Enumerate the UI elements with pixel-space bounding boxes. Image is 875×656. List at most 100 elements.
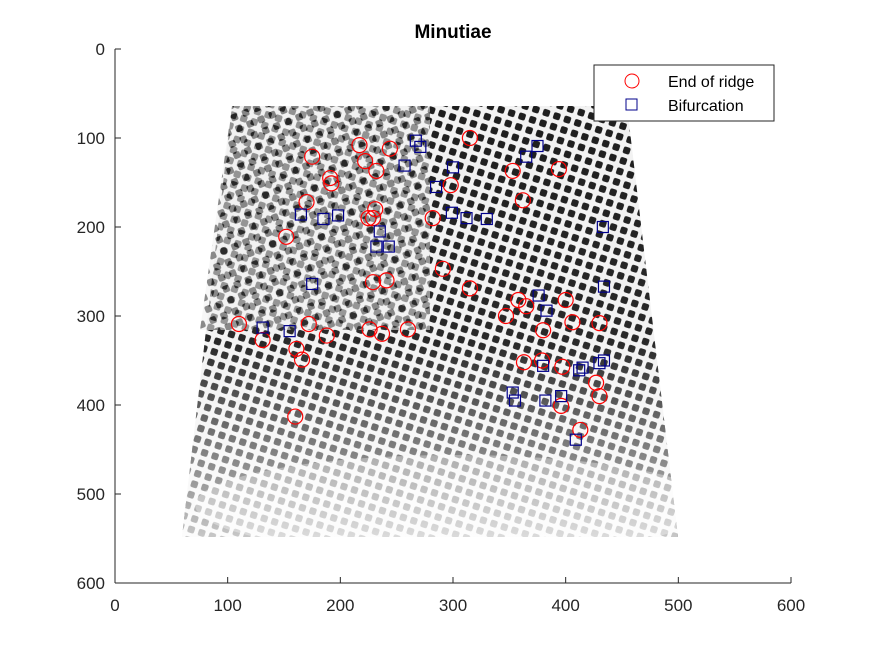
end-of-ridge-point <box>360 210 377 227</box>
end-of-ridge-point <box>322 169 339 187</box>
end-of-ridge-point <box>535 322 552 339</box>
bifurcation-point <box>331 209 345 222</box>
end-of-ridge-point <box>287 408 304 425</box>
bifurcation-point <box>398 159 411 172</box>
end-of-ridge-series <box>230 129 608 439</box>
bifurcation-point <box>317 212 330 226</box>
bifurcation-point <box>409 134 422 147</box>
bifurcation-point <box>539 394 552 407</box>
bifurcation-point <box>306 277 319 291</box>
bifurcation-point <box>597 354 611 367</box>
end-of-ridge-point <box>461 280 478 297</box>
end-of-ridge-point <box>293 351 311 368</box>
bifurcation-point <box>480 212 493 226</box>
chart-title: Minutiae <box>414 22 491 43</box>
end-of-ridge-point <box>278 228 295 245</box>
legend: End of ridge Bifurcation <box>593 64 775 122</box>
bifurcation-point <box>576 361 589 374</box>
end-of-ridge-point <box>288 340 305 358</box>
end-of-ridge-point <box>572 421 589 439</box>
end-of-ridge-point <box>591 388 608 405</box>
end-of-ridge-point <box>368 162 385 180</box>
bifurcation-point <box>520 150 533 163</box>
end-of-ridge-point <box>378 272 395 289</box>
bifurcation-series <box>256 134 611 446</box>
end-of-ridge-point <box>361 321 378 338</box>
end-of-ridge-point <box>518 298 535 315</box>
end-of-ridge-point <box>381 140 399 157</box>
y-tick-label: 300 <box>77 307 105 326</box>
bifurcation-point <box>294 208 307 221</box>
bifurcation-point <box>430 180 443 194</box>
bifurcation-point <box>506 386 519 399</box>
x-tick-label: 400 <box>551 596 579 615</box>
bifurcation-point <box>593 357 606 370</box>
bifurcation-point <box>382 240 395 253</box>
end-of-ridge-point <box>399 321 417 338</box>
end-of-ridge-point <box>300 315 317 333</box>
y-axis-ticks: 0 100 200 300 400 500 600 <box>77 40 121 593</box>
bifurcation-point <box>555 390 568 403</box>
bifurcation-point <box>540 304 553 317</box>
legend-bifurcation-label: Bifurcation <box>668 98 744 115</box>
end-of-ridge-point <box>364 274 382 291</box>
x-tick-label: 100 <box>213 596 241 615</box>
x-tick-label: 600 <box>777 596 805 615</box>
end-of-ridge-point <box>533 352 551 369</box>
legend-bifurcation-marker <box>625 98 638 111</box>
legend-end-of-ridge-label: End of ridge <box>668 74 754 91</box>
bifurcation-point <box>537 359 550 372</box>
end-of-ridge-point <box>553 397 570 414</box>
bifurcation-point <box>446 161 460 174</box>
legend-end-of-ridge-marker <box>624 73 640 89</box>
end-of-ridge-point <box>554 358 571 375</box>
end-of-ridge-point <box>230 315 248 333</box>
end-of-ridge-point <box>497 307 515 325</box>
end-of-ridge-point <box>557 291 574 309</box>
y-tick-label: 100 <box>77 129 105 148</box>
x-axis-ticks: 0 100 200 300 400 500 600 <box>110 577 805 615</box>
end-of-ridge-point <box>514 192 531 209</box>
bifurcation-point <box>597 280 611 293</box>
end-of-ridge-point <box>318 327 335 344</box>
axes: 0 100 200 300 400 500 600 0 100 200 300 400 500 600 <box>77 40 806 615</box>
y-tick-label: 400 <box>77 396 105 415</box>
bifurcation-point <box>508 394 522 407</box>
bifurcation-point <box>283 325 296 338</box>
bifurcation-point <box>256 321 269 334</box>
end-of-ridge-point <box>442 177 459 194</box>
x-tick-label: 0 <box>110 596 119 615</box>
end-of-ridge-point <box>591 315 608 332</box>
y-tick-label: 0 <box>96 40 105 59</box>
end-of-ridge-point <box>434 260 451 277</box>
end-of-ridge-point <box>504 162 521 180</box>
end-of-ridge-point <box>564 314 581 331</box>
end-of-ridge-point <box>373 325 391 342</box>
end-of-ridge-point <box>367 201 384 218</box>
bifurcation-point <box>532 289 545 302</box>
end-of-ridge-point <box>424 210 441 227</box>
x-tick-label: 300 <box>439 596 467 615</box>
y-tick-label: 200 <box>77 218 105 237</box>
bifurcation-point <box>414 140 427 153</box>
bifurcation-point <box>531 139 544 153</box>
x-tick-label: 500 <box>664 596 692 615</box>
end-of-ridge-point <box>323 175 340 192</box>
scatter-series <box>230 129 611 446</box>
end-of-ridge-point <box>587 374 605 391</box>
end-of-ridge-point <box>357 153 374 170</box>
bifurcation-point <box>460 212 473 225</box>
end-of-ridge-point <box>461 129 478 147</box>
x-tick-label: 200 <box>326 596 354 615</box>
bifurcation-point <box>596 220 609 234</box>
bifurcation-point <box>569 433 582 446</box>
bifurcation-point <box>445 206 458 219</box>
end-of-ridge-point <box>351 137 368 154</box>
end-of-ridge-point <box>304 148 321 165</box>
bifurcation-point <box>373 225 386 238</box>
bifurcation-point <box>370 240 383 253</box>
bifurcation-point <box>573 364 586 377</box>
end-of-ridge-point <box>550 161 568 178</box>
y-tick-label: 600 <box>77 574 105 593</box>
